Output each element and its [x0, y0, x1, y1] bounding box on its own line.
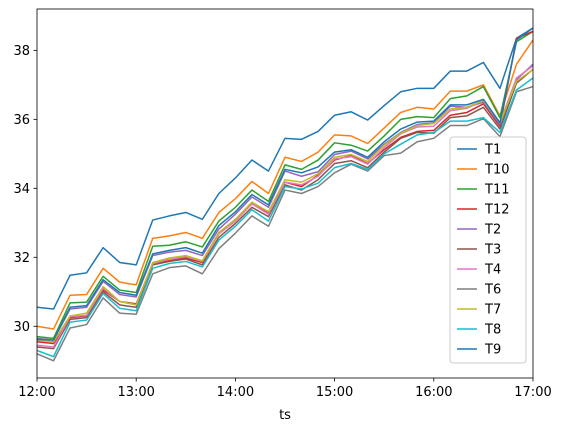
legend-label-t9: T9: [484, 343, 501, 358]
legend: T1 T10 T11 T12 T2 T3 T4 T6 T7 T8 T9: [449, 136, 527, 364]
x-tick-label: 14:00: [217, 385, 254, 400]
legend-label-t8: T8: [484, 323, 501, 338]
legend-label-t4: T4: [484, 263, 501, 278]
x-tick-label: 13:00: [117, 385, 154, 400]
plot-area: [36, 27, 534, 362]
series-line-t10: [36, 39, 534, 330]
legend-label-t10: T10: [484, 163, 509, 178]
series-line-t6: [36, 85, 534, 362]
x-tick-label: 12:00: [18, 385, 55, 400]
series-line-t11: [36, 30, 534, 340]
y-tick-label: 38: [13, 44, 30, 59]
x-tick-label: 17:00: [514, 385, 551, 400]
y-tick-label: 32: [13, 251, 30, 266]
legend-label-t7: T7: [484, 303, 501, 318]
x-axis-label: ts: [279, 408, 291, 423]
legend-label-t1: T1: [484, 143, 501, 158]
series-line-t3: [36, 68, 534, 350]
legend-label-t6: T6: [484, 283, 501, 298]
y-tick-label: 36: [13, 113, 30, 128]
legend-label-t11: T11: [484, 183, 509, 198]
y-tick-label: 30: [13, 320, 30, 335]
axes-frame: [36, 8, 534, 379]
series-line-t9: [36, 27, 534, 341]
x-tick-label: 15:00: [316, 385, 353, 400]
series-line-t7: [36, 68, 534, 343]
legend-box: [449, 136, 527, 364]
x-tick-label: 16:00: [415, 385, 452, 400]
legend-label-t12: T12: [484, 203, 509, 218]
axes: 12:00 13:00 14:00 15:00 16:00 17:00 30 32 34 36 38: [13, 8, 552, 400]
series-line-t1: [36, 27, 534, 310]
legend-label-t3: T3: [484, 243, 501, 258]
y-tick-label: 34: [13, 182, 30, 197]
legend-label-t2: T2: [484, 223, 501, 238]
series-line-t8: [36, 77, 534, 358]
